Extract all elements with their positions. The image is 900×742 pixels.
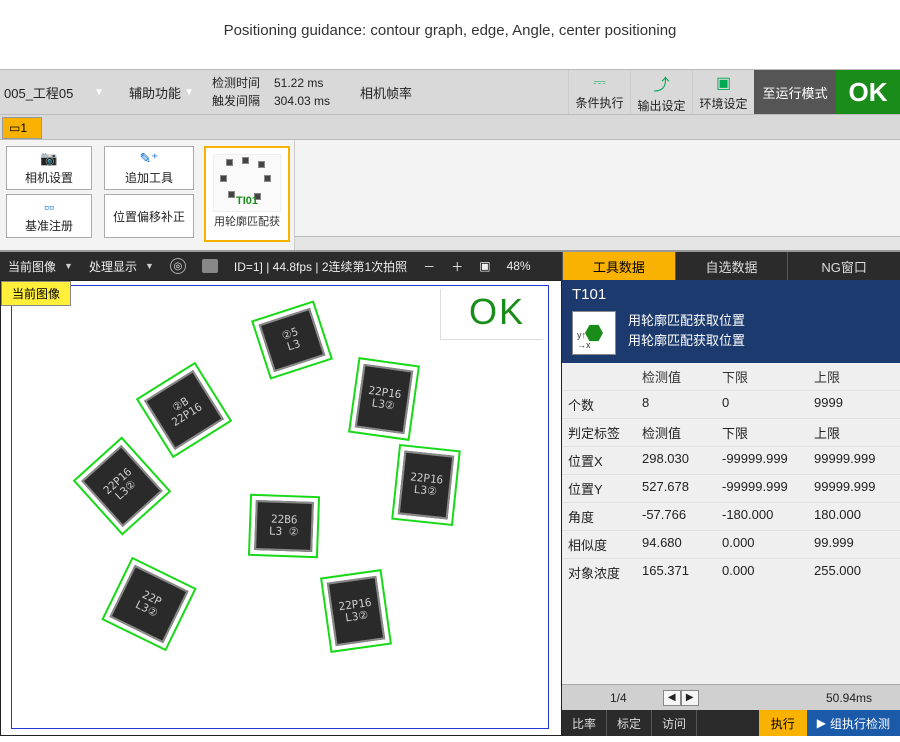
current-image-dropdown[interactable]: 当前图像 xyxy=(2,252,79,280)
footer-bar: 比率 标定 访问 执行 ▶组执行检测 xyxy=(562,710,900,736)
camera-icon-button[interactable] xyxy=(196,252,224,280)
project-dropdown[interactable]: 005_工程05 xyxy=(0,70,110,114)
tool-title: 用轮廓匹配获取位置 xyxy=(628,311,745,331)
detected-chip: 22B6 L3 ② xyxy=(248,494,320,558)
table-row: 位置X298.030-99999.99999999.999 xyxy=(562,446,900,474)
camera-setting-button[interactable]: 📷相机设置 xyxy=(6,146,92,190)
table-row: 位置Y527.678-99999.99999999.999 xyxy=(562,474,900,502)
camera-tab[interactable]: ▭1 xyxy=(2,117,42,139)
trigger-interval-label: 触发间隔 xyxy=(212,92,264,110)
table-row: 个数809999 xyxy=(562,390,900,418)
page-caption: Positioning guidance: contour graph, edg… xyxy=(0,0,900,69)
table-row: 对象浓度165.3710.000255.000 xyxy=(562,558,900,586)
image-viewport[interactable]: 当前图像 OK ②5 L3②B 22P1622P16 L3②22P16 L3②2… xyxy=(0,280,562,736)
page-time: 50.94ms xyxy=(826,691,872,705)
rate-button[interactable]: 比率 xyxy=(562,710,607,736)
trigger-interval-value: 304.03 ms xyxy=(274,92,330,110)
top-toolbar: 005_工程05 辅助功能 检测时间 51.22 ms 触发间隔 304.03 ms… xyxy=(0,69,900,115)
detected-chip: 22P16 L3② xyxy=(348,357,420,441)
add-tool-button[interactable]: ✎⁺追加工具 xyxy=(104,146,194,190)
detect-time-value: 51.22 ms xyxy=(274,74,323,92)
output-setting-button[interactable]: ⤴输出设定 xyxy=(630,70,692,114)
condition-exec-button[interactable]: ⎓条件执行 xyxy=(568,70,630,114)
offset-button[interactable]: 位置偏移补正 xyxy=(104,194,194,238)
tab-custom-data[interactable]: 自选数据 xyxy=(675,252,788,280)
env-setting-button[interactable]: ▣环境设定 xyxy=(692,70,754,114)
tool-subtitle: 用轮廓匹配获取位置 xyxy=(628,331,745,351)
detected-chip: 22P16 L3② xyxy=(320,569,392,653)
tab-ng-window[interactable]: NG窗口 xyxy=(787,252,900,280)
tool-header-icon: y↑→x xyxy=(572,311,616,355)
process-display-dropdown[interactable]: 处理显示 xyxy=(83,252,160,280)
run-mode-button[interactable]: 至运行模式 xyxy=(754,70,836,114)
fit-button[interactable]: ▣ xyxy=(473,252,496,280)
viewport-label: 当前图像 xyxy=(1,281,71,306)
detect-time-label: 检测时间 xyxy=(212,74,264,92)
target-icon[interactable]: ◎ xyxy=(164,252,192,280)
exec-button[interactable]: 执行 xyxy=(759,710,807,736)
image-toolbar: 当前图像 处理显示 ◎ ID=1] | 44.8fps | 2连续第1次拍照 －… xyxy=(0,252,562,280)
viewport-status: OK xyxy=(440,289,543,340)
add-tool-icon: ✎⁺ xyxy=(139,150,158,167)
calib-button[interactable]: 标定 xyxy=(607,710,652,736)
fps-label: 相机帧率 xyxy=(360,83,412,102)
col-value: 检测值 xyxy=(642,367,722,386)
tool-thumb-image: TI01 xyxy=(213,154,281,212)
col-upper: 上限 xyxy=(814,367,894,386)
group-exec-button[interactable]: ▶组执行检测 xyxy=(807,710,900,736)
tool-id: T101 xyxy=(562,280,900,303)
visit-button[interactable]: 访问 xyxy=(652,710,697,736)
tab-tool-data[interactable]: 工具数据 xyxy=(562,252,675,280)
page-next-button[interactable]: ▶ xyxy=(681,690,699,706)
timing-info: 检测时间 51.22 ms 触发间隔 304.03 ms xyxy=(200,70,342,114)
pager: 1/4 ◀▶ 50.94ms xyxy=(562,684,900,710)
zoom-in-button[interactable]: ＋ xyxy=(445,252,469,280)
monitor-icon: ▣ xyxy=(716,73,731,93)
zoom-out-button[interactable]: － xyxy=(417,252,441,280)
tool-header: y↑→x 用轮廓匹配获取位置 用轮廓匹配获取位置 xyxy=(562,303,900,363)
tool-toolbar: 📷相机设置 ▫︎▫︎基准注册 ✎⁺追加工具 位置偏移补正 TI01 用轮廓匹配获 xyxy=(0,140,900,252)
camera-icon: 📷 xyxy=(40,150,57,167)
output-icon: ⤴ xyxy=(653,71,669,95)
tool-thumbnail-t101[interactable]: TI01 用轮廓匹配获 xyxy=(204,146,290,242)
result-table: 检测值 下限 上限 个数809999判定标签检测值下限上限位置X298.030-… xyxy=(562,363,900,684)
global-status-badge: OK xyxy=(836,70,900,114)
page-number: 1/4 xyxy=(610,691,627,705)
table-row: 判定标签检测值下限上限 xyxy=(562,418,900,446)
detected-chip: 22P16 L3② xyxy=(391,444,461,526)
page-prev-button[interactable]: ◀ xyxy=(663,690,681,706)
table-row: 相似度94.6800.00099.999 xyxy=(562,530,900,558)
aux-dropdown[interactable]: 辅助功能 xyxy=(110,70,200,114)
tool-scroll-area xyxy=(294,140,900,250)
zoom-value: 48% xyxy=(501,252,537,280)
play-icon: ▶ xyxy=(817,716,826,730)
data-tabs: 工具数据 自选数据 NG窗口 xyxy=(562,252,900,280)
table-row: 角度-57.766-180.000180.000 xyxy=(562,502,900,530)
register-icon: ▫︎▫︎ xyxy=(44,199,54,215)
col-lower: 下限 xyxy=(722,367,814,386)
base-register-button[interactable]: ▫︎▫︎基准注册 xyxy=(6,194,92,238)
image-info-text: ID=1] | 44.8fps | 2连续第1次拍照 xyxy=(228,252,413,280)
h-scrollbar[interactable] xyxy=(295,236,900,250)
flow-icon: ⎓ xyxy=(593,74,606,92)
tool-thumb-label: 用轮廓匹配获 xyxy=(214,216,280,229)
